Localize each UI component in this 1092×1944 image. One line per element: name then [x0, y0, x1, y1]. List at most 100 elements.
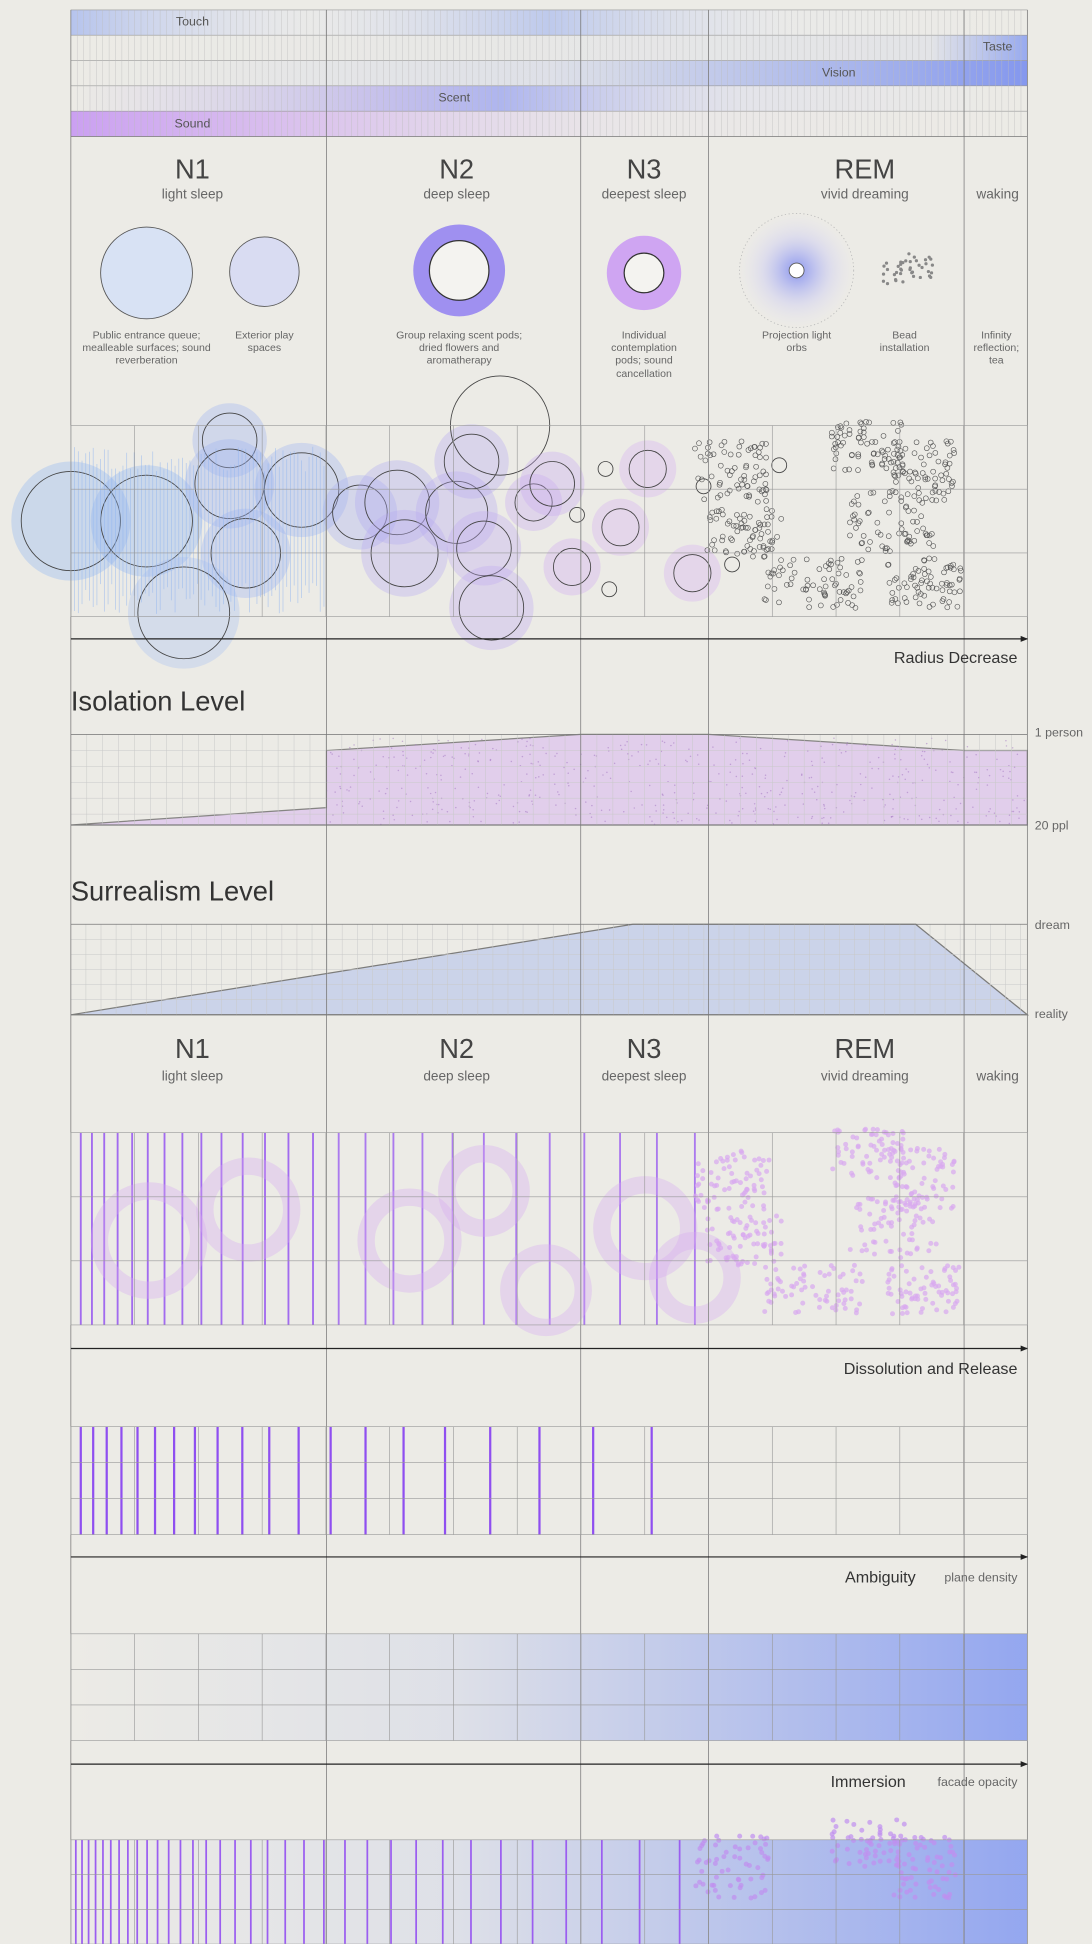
- bead-dot: [762, 1854, 767, 1859]
- stipple: [1009, 823, 1010, 824]
- bead-dot: [746, 1195, 751, 1200]
- bead-dot: [892, 1893, 897, 1898]
- stipple: [967, 746, 968, 747]
- stipple: [686, 761, 687, 762]
- bead-dot: [926, 1248, 931, 1253]
- stipple: [989, 808, 990, 809]
- bead-dot: [713, 1842, 718, 1847]
- bead-dot: [788, 563, 793, 568]
- stipple: [426, 821, 427, 822]
- stipple: [715, 812, 716, 813]
- bead-dot: [940, 478, 945, 483]
- bead-dot: [761, 1242, 766, 1247]
- bead-dot: [765, 515, 770, 520]
- stipple: [1008, 778, 1009, 779]
- bead-dot: [917, 498, 922, 503]
- bead-dot: [763, 1265, 768, 1270]
- bead-dot: [899, 499, 904, 504]
- bead-dot: [955, 1299, 960, 1304]
- blob: [366, 1197, 453, 1284]
- bead-dot: [891, 1131, 896, 1136]
- section-title: Isolation Level: [71, 686, 245, 717]
- stipple: [860, 773, 861, 774]
- sense-label: Sound: [175, 116, 211, 130]
- sense-label: Touch: [176, 15, 209, 29]
- bead-dot: [867, 1212, 872, 1217]
- bead-dot: [738, 1244, 743, 1249]
- bead-dot: [895, 1141, 900, 1146]
- bead-dot: [938, 1159, 943, 1164]
- bead-dot: [891, 420, 896, 425]
- bead-dot: [915, 1146, 920, 1151]
- bead-dot: [867, 1170, 872, 1175]
- bead-dot: [867, 1161, 872, 1166]
- space-description-box: Bead installation: [869, 329, 941, 379]
- bead-dot: [940, 1863, 945, 1868]
- stipple: [435, 792, 436, 793]
- stipple: [889, 779, 890, 780]
- bead-dot: [918, 1843, 923, 1848]
- stipple: [690, 756, 691, 757]
- stipple: [464, 753, 465, 754]
- bead-dot: [800, 1301, 805, 1306]
- stipple: [478, 787, 479, 788]
- stipple: [331, 753, 332, 754]
- bead-dot: [742, 1200, 747, 1205]
- bead-dot: [913, 1867, 918, 1872]
- stipple: [575, 808, 576, 809]
- bead-dot: [891, 1834, 896, 1839]
- bead-dot: [890, 1198, 895, 1203]
- bead-dot: [801, 1279, 806, 1284]
- bead-dot: [886, 1132, 891, 1137]
- stipple: [773, 823, 774, 824]
- stipple: [929, 767, 930, 768]
- bead-dot: [855, 494, 860, 499]
- stipple: [754, 767, 755, 768]
- bead-dot: [912, 538, 917, 543]
- bead-dot: [805, 577, 810, 582]
- bead-dot: [779, 1219, 784, 1224]
- stipple: [426, 773, 427, 774]
- stipple: [745, 793, 746, 794]
- stipple: [729, 772, 730, 773]
- bead-dot: [858, 420, 863, 425]
- bead-dot: [932, 557, 937, 562]
- bead-dot: [718, 1246, 723, 1251]
- bead-dot: [862, 1242, 867, 1247]
- stipple: [526, 773, 527, 774]
- bead-dot: [765, 584, 770, 589]
- bead: [924, 258, 927, 261]
- bead-dot: [760, 1873, 765, 1878]
- stipple: [393, 756, 394, 757]
- bead-dot: [752, 1158, 757, 1163]
- bead-dot: [817, 567, 822, 572]
- bead-dot: [900, 1876, 905, 1881]
- bead-dot: [832, 1829, 837, 1834]
- bead-dot: [949, 1206, 954, 1211]
- stipple: [330, 821, 331, 822]
- bead-dot: [735, 529, 740, 534]
- bead-dot: [707, 440, 712, 445]
- space-description-box: Individual contemplation pods; sound can…: [601, 329, 688, 403]
- bead-dot: [878, 1859, 883, 1864]
- bead-dot: [875, 520, 880, 525]
- stipple: [370, 771, 371, 772]
- stipple: [530, 744, 531, 745]
- bead-dot: [927, 453, 932, 458]
- bead-dot: [705, 1216, 710, 1221]
- stipple: [568, 785, 569, 786]
- space-icon: [789, 263, 804, 278]
- stipple: [894, 758, 895, 759]
- bead-dot: [919, 455, 924, 460]
- bead-dot: [874, 1148, 879, 1153]
- bead-dot: [764, 455, 769, 460]
- stipple: [480, 821, 481, 822]
- bead-dot: [836, 1298, 841, 1303]
- stipple: [385, 793, 386, 794]
- stipple: [522, 756, 523, 757]
- stipple: [939, 809, 940, 810]
- bead-dot: [830, 1849, 835, 1854]
- stipple: [383, 811, 384, 812]
- bead-dot: [912, 494, 917, 499]
- bead: [907, 252, 910, 255]
